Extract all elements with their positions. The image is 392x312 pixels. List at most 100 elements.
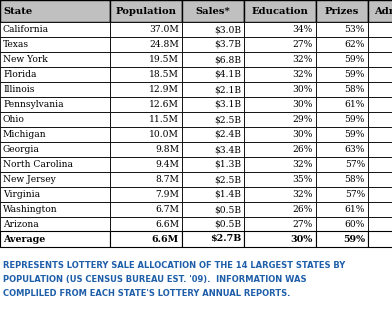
Text: 59%: 59% [345, 130, 365, 139]
Text: 57%: 57% [345, 160, 365, 169]
Bar [368, 22, 392, 37]
Bar [368, 157, 392, 172]
Text: 30%: 30% [292, 130, 313, 139]
Text: 27%: 27% [293, 220, 313, 229]
Bar [316, 67, 368, 82]
Bar [368, 142, 392, 157]
Text: 61%: 61% [345, 205, 365, 214]
Text: Florida: Florida [3, 70, 36, 79]
Text: 58%: 58% [345, 175, 365, 184]
Bar [316, 142, 368, 157]
Text: 12.6M: 12.6M [149, 100, 179, 109]
Bar [182, 22, 244, 37]
Text: Education: Education [252, 7, 309, 16]
Bar [316, 0, 368, 22]
Text: $3.1B: $3.1B [214, 100, 241, 109]
Bar [110, 127, 182, 142]
Text: 30%: 30% [292, 85, 313, 94]
Bar [368, 0, 392, 22]
Text: Texas: Texas [3, 40, 29, 49]
Bar [316, 231, 368, 247]
Text: 18.5M: 18.5M [149, 70, 179, 79]
Text: 29%: 29% [292, 115, 313, 124]
Bar [244, 67, 316, 82]
Text: 53%: 53% [345, 25, 365, 34]
Bar [368, 187, 392, 202]
Text: Ohio: Ohio [3, 115, 25, 124]
Bar [0, 82, 110, 97]
Bar [182, 0, 244, 22]
Bar [110, 112, 182, 127]
Text: 35%: 35% [292, 175, 313, 184]
Bar [110, 67, 182, 82]
Bar [244, 52, 316, 67]
Bar [0, 217, 110, 232]
Bar [110, 0, 182, 22]
Text: 32%: 32% [292, 70, 313, 79]
Bar [182, 52, 244, 67]
Text: 27%: 27% [293, 40, 313, 49]
Text: 30%: 30% [290, 235, 313, 243]
Bar [244, 142, 316, 157]
Bar [0, 157, 110, 172]
Text: State: State [3, 7, 32, 16]
Text: $2.1B: $2.1B [214, 85, 241, 94]
Text: 34%: 34% [293, 25, 313, 34]
Text: Average: Average [3, 235, 45, 243]
Bar [182, 202, 244, 217]
Text: 63%: 63% [345, 145, 365, 154]
Text: $1.3B: $1.3B [214, 160, 241, 169]
Bar [182, 82, 244, 97]
Text: 37.0M: 37.0M [149, 25, 179, 34]
Text: 6.6M: 6.6M [152, 235, 179, 243]
Bar [110, 82, 182, 97]
Text: $2.5B: $2.5B [214, 175, 241, 184]
Bar [244, 112, 316, 127]
Bar [244, 157, 316, 172]
Text: Population: Population [116, 7, 176, 16]
Bar [0, 52, 110, 67]
Bar [0, 112, 110, 127]
Bar [182, 67, 244, 82]
Bar [110, 202, 182, 217]
Bar [244, 37, 316, 52]
Text: REPRESENTS LOTTERY SALE ALLOCATION OF THE 14 LARGEST STATES BY: REPRESENTS LOTTERY SALE ALLOCATION OF TH… [3, 261, 345, 270]
Text: $0.5B: $0.5B [214, 220, 241, 229]
Bar [0, 172, 110, 187]
Text: 57%: 57% [345, 190, 365, 199]
Bar [110, 172, 182, 187]
Text: 30%: 30% [292, 100, 313, 109]
Bar [244, 231, 316, 247]
Bar [244, 127, 316, 142]
Bar [182, 97, 244, 112]
Bar [110, 142, 182, 157]
Text: 59%: 59% [345, 115, 365, 124]
Text: 59%: 59% [345, 70, 365, 79]
Bar [110, 217, 182, 232]
Bar [110, 37, 182, 52]
Bar [0, 142, 110, 157]
Text: 9.4M: 9.4M [155, 160, 179, 169]
Text: 6.6M: 6.6M [155, 220, 179, 229]
Bar [110, 22, 182, 37]
Bar [182, 157, 244, 172]
Text: $3.4B: $3.4B [214, 145, 241, 154]
Text: $0.5B: $0.5B [214, 205, 241, 214]
Text: 59%: 59% [345, 55, 365, 64]
Bar [0, 0, 110, 22]
Bar [182, 127, 244, 142]
Bar [244, 22, 316, 37]
Bar [316, 82, 368, 97]
Bar [244, 82, 316, 97]
Text: 26%: 26% [292, 145, 313, 154]
Bar [0, 187, 110, 202]
Text: California: California [3, 25, 49, 34]
Bar [316, 97, 368, 112]
Bar [182, 231, 244, 247]
Bar [316, 127, 368, 142]
Text: Pennsylvania: Pennsylvania [3, 100, 64, 109]
Bar [244, 97, 316, 112]
Text: New Jersey: New Jersey [3, 175, 56, 184]
Text: Michigan: Michigan [3, 130, 47, 139]
Text: $2.4B: $2.4B [214, 130, 241, 139]
